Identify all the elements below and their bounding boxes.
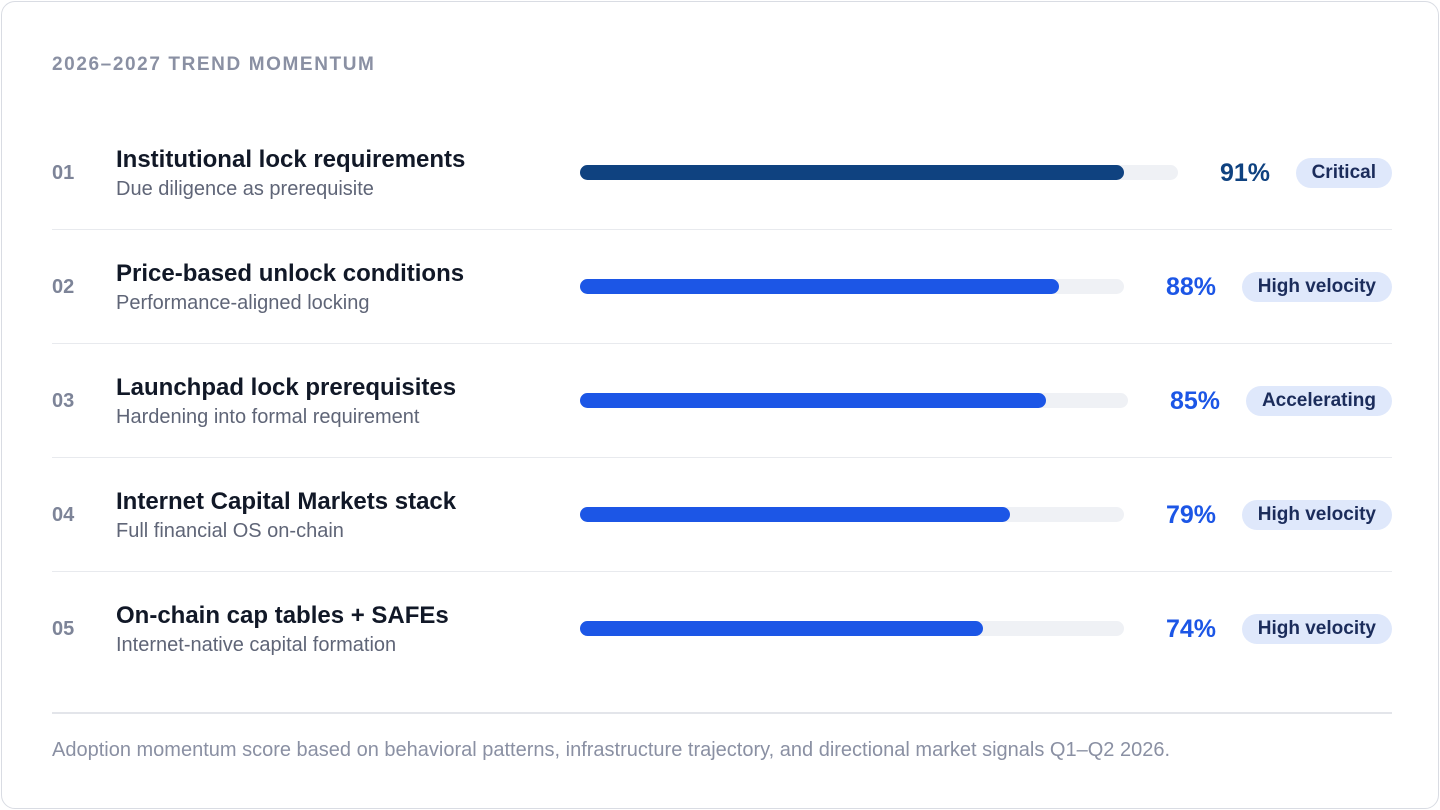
trend-name: Launchpad lock prerequisites <box>116 374 457 401</box>
bar-track <box>580 393 1128 408</box>
trend-subtitle: Due diligence as prerequisite <box>116 178 374 200</box>
trend-number: 02 <box>52 276 75 298</box>
percent-label: 88% <box>1165 273 1216 301</box>
trend-number: 05 <box>52 618 75 640</box>
status-badge: High velocity <box>1241 272 1392 302</box>
bar-fill <box>580 507 1010 522</box>
bar-fill <box>580 279 1059 294</box>
bar-fill <box>580 393 1046 408</box>
trend-list: 01 Institutional lock requirements Due dil… <box>52 116 1392 686</box>
chart-title: 2026–2027 TREND MOMENTUM <box>52 54 376 75</box>
percent-label: 91% <box>1219 159 1270 187</box>
trend-subtitle: Performance-aligned locking <box>116 292 370 314</box>
percent-label: 79% <box>1165 501 1216 529</box>
footnote: Adoption momentum score based on behavio… <box>52 739 1170 761</box>
status-badge: High velocity <box>1241 500 1392 530</box>
trend-subtitle: Full financial OS on-chain <box>116 520 344 542</box>
percent-label: 74% <box>1165 615 1216 643</box>
trend-number: 01 <box>52 162 75 184</box>
trend-subtitle: Internet-native capital formation <box>116 634 397 656</box>
trend-row: 01 Institutional lock requirements Due dil… <box>52 116 1392 230</box>
status-badge: Critical <box>1295 158 1392 188</box>
percent-label: 85% <box>1169 387 1220 415</box>
trend-name: On-chain cap tables + SAFEs <box>116 602 449 629</box>
trend-row: 03 Launchpad lock prerequisites Hardening … <box>52 344 1392 458</box>
trend-row: 02 Price-based unlock conditions Performan… <box>52 230 1392 344</box>
status-badge: High velocity <box>1241 614 1392 644</box>
trend-number: 04 <box>52 504 75 526</box>
bar-track <box>580 279 1124 294</box>
trend-number: 03 <box>52 390 75 412</box>
bar-fill <box>580 621 983 636</box>
trend-row: 05 On-chain cap tables + SAFEs Internet-na… <box>52 572 1392 686</box>
trend-name: Institutional lock requirements <box>116 146 466 173</box>
trend-name: Price-based unlock conditions <box>116 260 465 287</box>
trend-row: 04 Internet Capital Markets stack Full fin… <box>52 458 1392 572</box>
bar-track <box>580 507 1124 522</box>
divider <box>52 712 1392 714</box>
trend-subtitle: Hardening into formal requirement <box>116 406 420 428</box>
status-badge: Accelerating <box>1245 386 1392 416</box>
bar-track <box>580 621 1124 636</box>
bar-track <box>580 165 1178 180</box>
bar-fill <box>580 165 1125 180</box>
trend-name: Internet Capital Markets stack <box>116 488 457 515</box>
